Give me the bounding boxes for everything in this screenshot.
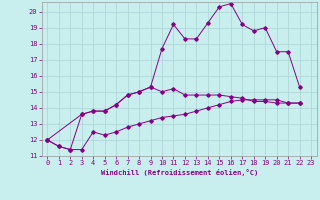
X-axis label: Windchill (Refroidissement éolien,°C): Windchill (Refroidissement éolien,°C) xyxy=(100,169,258,176)
